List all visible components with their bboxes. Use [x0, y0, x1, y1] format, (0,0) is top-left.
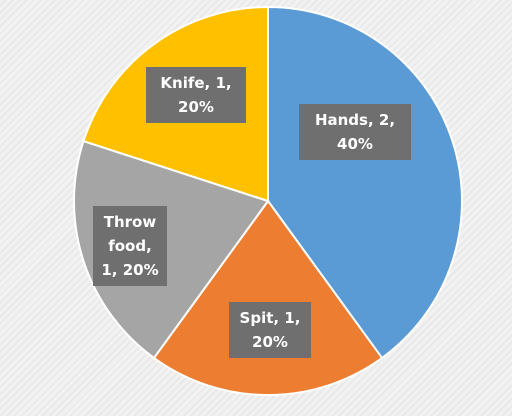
pie-slice — [152, 199, 384, 396]
pie-slice — [267, 5, 463, 360]
pie-slice — [73, 139, 270, 360]
data-label: Knife, 1, 20% — [146, 67, 246, 123]
data-label: Spit, 1, 20% — [229, 302, 311, 358]
data-label: Throw food, 1, 20% — [93, 206, 167, 286]
data-label: Hands, 2, 40% — [299, 104, 411, 160]
